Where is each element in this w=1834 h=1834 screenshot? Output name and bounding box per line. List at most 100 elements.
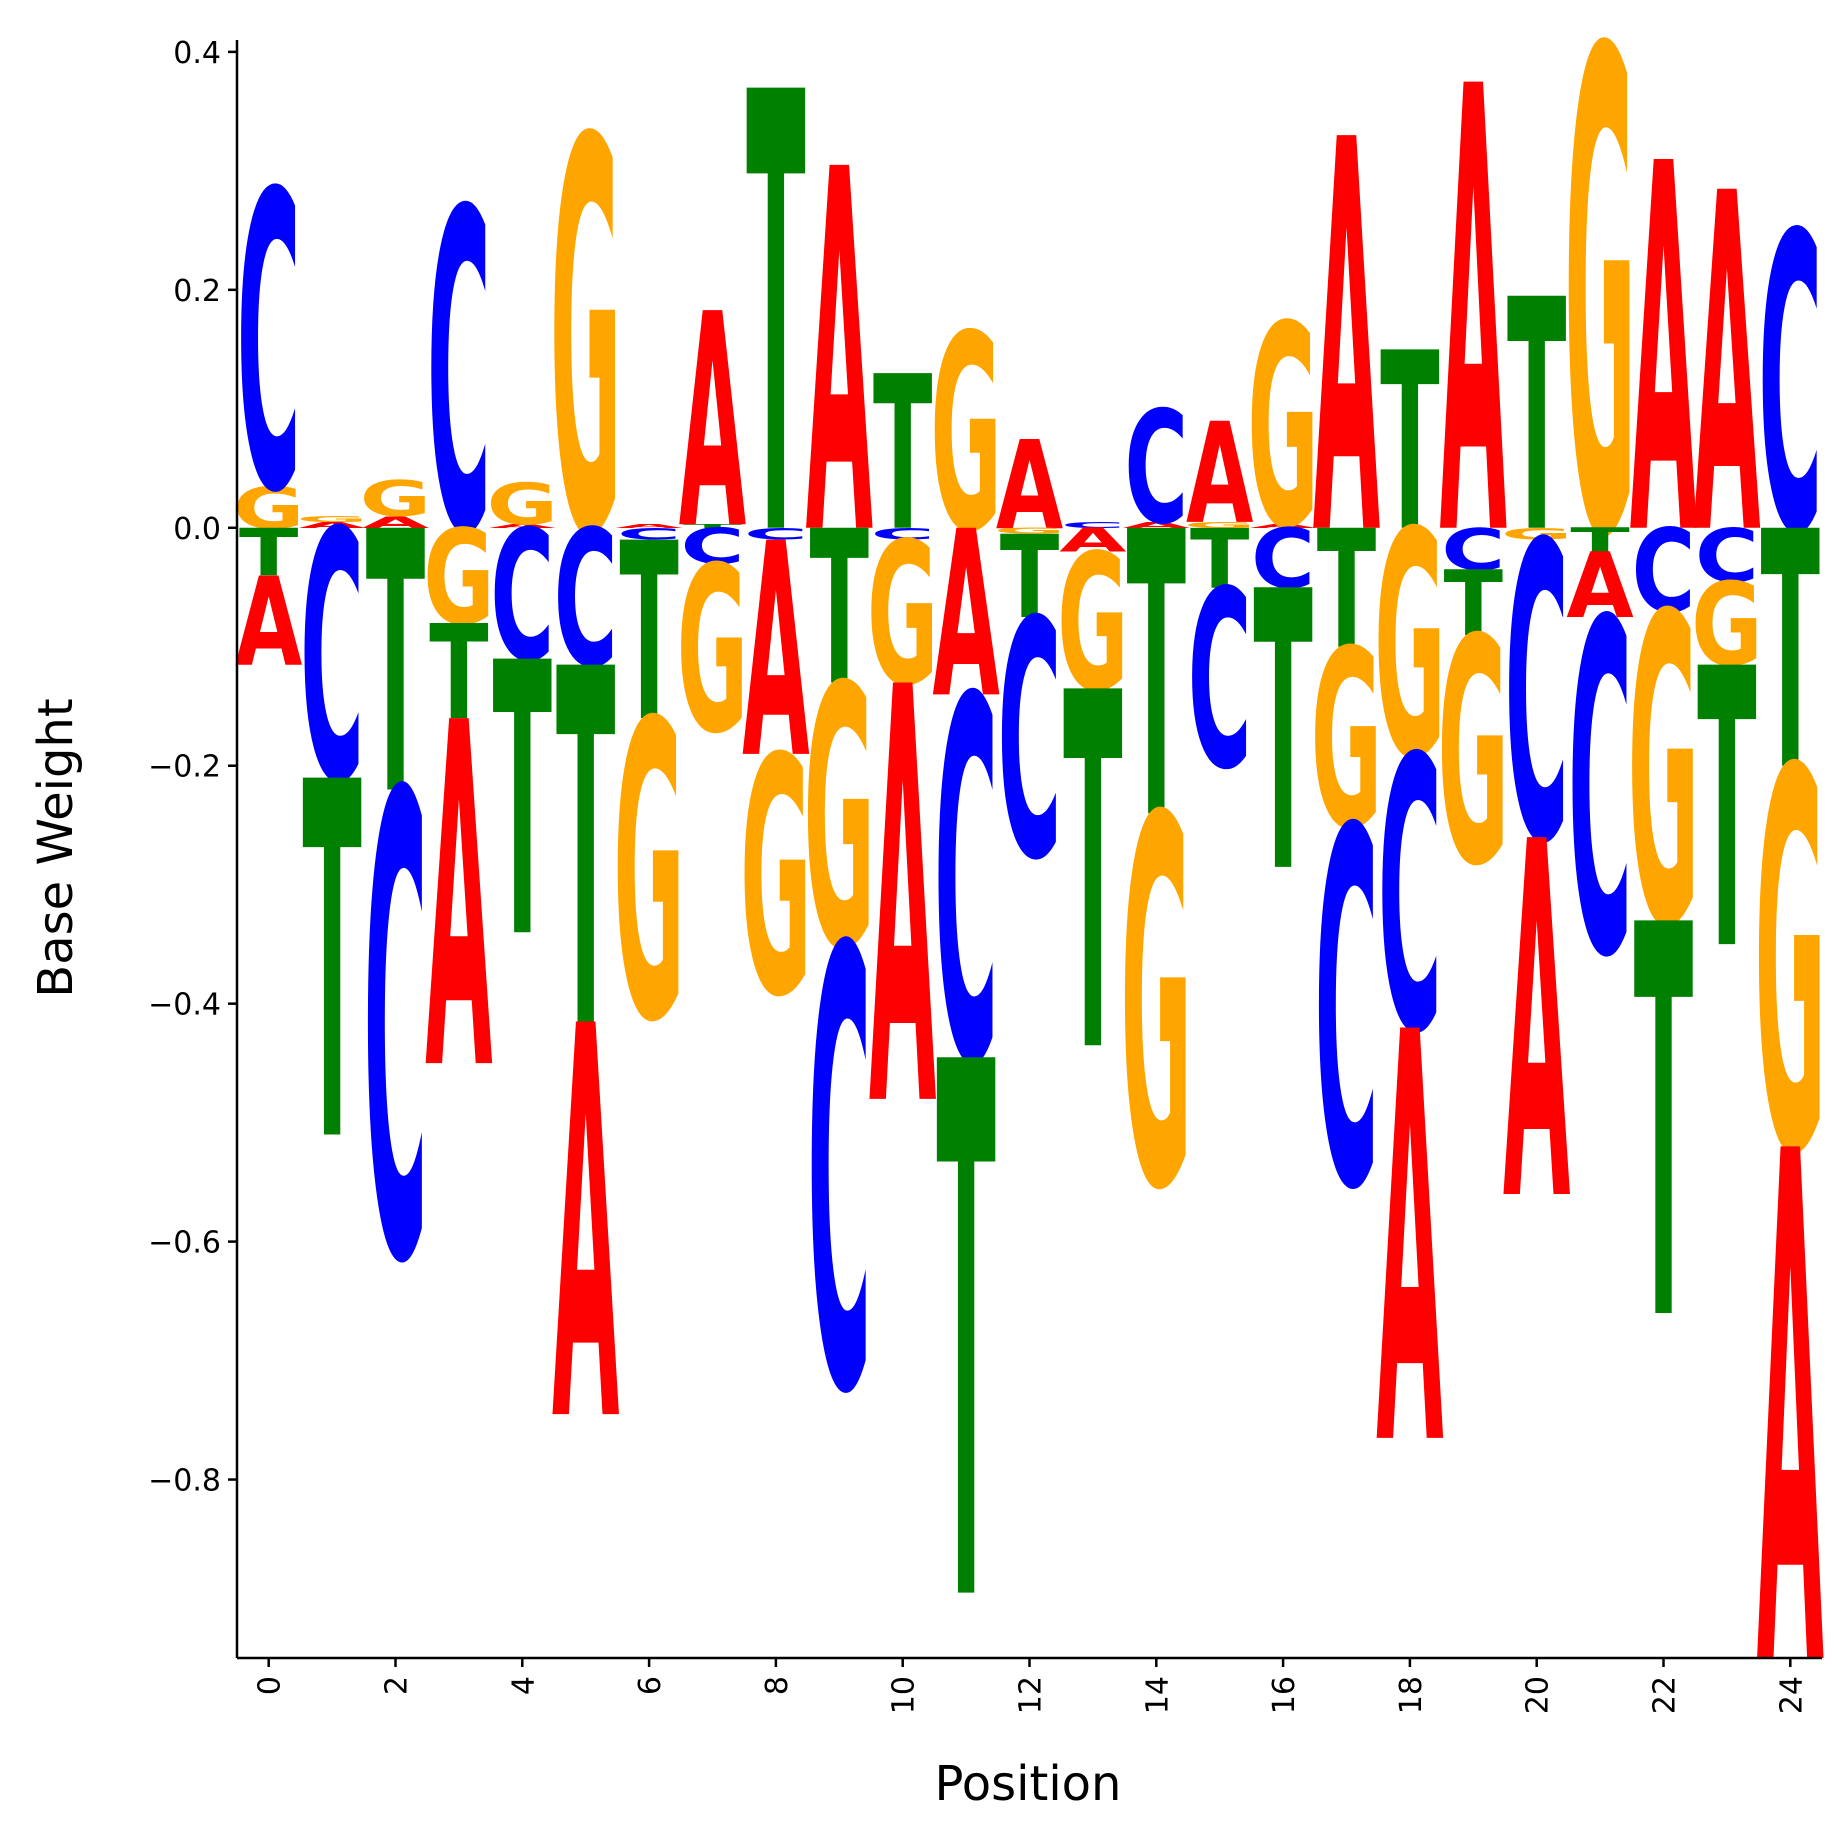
logo-letter-t: T	[1761, 464, 1820, 844]
y-tick-label: −0.2	[148, 750, 221, 785]
y-ticks: 0.4 0.2 0.0 −0.2 −0.4 −0.6 −0.8	[148, 36, 237, 1499]
y-tick-label: 0.0	[173, 512, 221, 547]
logo-letter-c: C	[998, 553, 1062, 933]
logo-letter-t: T	[936, 913, 996, 1767]
logo-letter-t: T	[1253, 511, 1313, 958]
logo-glyphs: GCTAAGCTAGTCCGTAAGCTGCTAACTGTACGTCAGATGC…	[233, 0, 1826, 1824]
logo-letter-g: G	[1564, 0, 1635, 685]
logo-letter-c: C	[807, 824, 871, 1527]
logo-letter-g: G	[1691, 559, 1762, 692]
x-tick-label: 2	[380, 1676, 415, 1695]
x-tick-label: 4	[506, 1676, 541, 1695]
logo-letter-a: A	[869, 570, 937, 1234]
logo-letter-t: T	[746, 0, 806, 671]
logo-letter-g: G	[1501, 525, 1572, 544]
logo-letter-g: G	[930, 279, 1001, 593]
logo-letter-a: A	[1376, 917, 1444, 1572]
logo-letter-c: C	[1315, 728, 1379, 1297]
logo-letter-c: C	[1251, 512, 1315, 607]
logo-letter-g: G	[233, 476, 304, 542]
x-axis-title: Position	[935, 1756, 1122, 1812]
logo-letter-c: C	[1632, 505, 1696, 638]
logo-letter-g: G	[423, 503, 494, 655]
logo-letter-t: T	[429, 598, 489, 750]
logo-letter-t: T	[873, 332, 932, 579]
logo-letter-t: T	[493, 585, 553, 1022]
x-tick-label: 12	[1014, 1676, 1049, 1714]
logo-letter-g: G	[1057, 515, 1128, 733]
logo-letter-c: C	[681, 518, 745, 576]
y-tick-label: −0.8	[148, 1464, 221, 1499]
logo-letter-t: T	[1190, 512, 1250, 607]
logo-letter-a: A	[1440, 0, 1508, 673]
y-tick-label: 0.2	[173, 274, 221, 309]
logo-letter-g: G	[360, 470, 431, 528]
x-tick-label: 16	[1267, 1676, 1302, 1714]
logo-letter-g: G	[1374, 467, 1445, 828]
logo-letter-a: A	[1186, 395, 1254, 556]
logo-letter-t: T	[810, 486, 869, 733]
logo-letter-c: C	[554, 491, 618, 709]
logo-letter-g: G	[296, 514, 367, 524]
logo-letter-g: G	[613, 637, 684, 1113]
logo-letter-g: G	[677, 519, 748, 785]
logo-letter-t: T	[683, 523, 742, 529]
logo-letter-t: T	[366, 457, 426, 875]
x-tick-label: 18	[1394, 1676, 1429, 1714]
logo-letter-c: C	[934, 596, 998, 1176]
x-ticks: 0 2 4 6 8 10 12 14 16 18 20 22 24	[253, 1658, 1809, 1714]
logo-letter-a: A	[679, 253, 746, 595]
logo-letter-t: T	[1000, 511, 1059, 644]
logo-letter-t: T	[619, 492, 678, 777]
y-tick-label: 0.4	[173, 36, 221, 71]
logo-letter-t: T	[1634, 813, 1694, 1440]
logo-letter-a: A	[1123, 520, 1191, 530]
logo-letter-g: G	[550, 28, 621, 655]
y-axis-title: Base Weight	[28, 698, 84, 997]
logo-letter-c: C	[1505, 458, 1569, 934]
logo-letter-g: G	[1628, 528, 1699, 1021]
logo-letter-a: A	[1630, 58, 1698, 648]
logo-letter-g: G	[1311, 599, 1382, 884]
logo-letter-c: C	[1441, 517, 1505, 583]
logo-letter-c: C	[617, 525, 681, 544]
logo-letter-g: G	[740, 690, 811, 1070]
logo-letter-t: T	[302, 681, 362, 1250]
logo-letter-t: T	[556, 568, 616, 1137]
logo-letter-a: A	[1757, 1007, 1825, 1824]
logo-letter-t: T	[1697, 588, 1757, 1035]
logo-letter-g: G	[804, 612, 875, 1030]
logo-letter-a: A	[806, 67, 874, 647]
logo-letter-c: C	[1758, 149, 1822, 625]
logo-letter-a: A	[425, 625, 493, 1176]
logo-letter-a: A	[1313, 28, 1381, 655]
logo-letter-c: C	[300, 460, 364, 859]
x-tick-label: 8	[760, 1676, 795, 1695]
logo-letter-t: T	[1507, 233, 1566, 604]
logo-letter-a: A	[932, 483, 999, 749]
logo-letter-c: C	[744, 525, 808, 544]
logo-letter-a: A	[615, 523, 683, 529]
x-tick-label: 6	[633, 1676, 668, 1695]
logo-letter-a: A	[1693, 95, 1761, 637]
logo-letter-g: G	[1755, 664, 1826, 1271]
logo-letter-t: T	[239, 516, 299, 592]
x-tick-label: 0	[253, 1676, 288, 1695]
logo-letter-c: C	[427, 118, 491, 631]
x-tick-label: 24	[1774, 1676, 1809, 1714]
logo-letter-c: C	[1061, 520, 1125, 530]
logo-letter-t: T	[1570, 522, 1630, 560]
logo-letter-t: T	[1380, 301, 1439, 586]
logo-letter-a: A	[298, 520, 366, 530]
y-tick-label: −0.6	[148, 1226, 221, 1261]
y-tick-label: −0.4	[148, 988, 221, 1023]
x-tick-label: 20	[1521, 1676, 1556, 1714]
logo-letter-c: C	[490, 493, 554, 702]
logo-letter-a: A	[362, 513, 430, 532]
logo-letter-g: G	[487, 472, 558, 538]
logo-letter-g: G	[1184, 520, 1255, 530]
logo-letter-a: A	[1249, 523, 1317, 529]
logo-letter-t: T	[1063, 591, 1123, 1160]
logo-letter-c: C	[1188, 539, 1252, 824]
